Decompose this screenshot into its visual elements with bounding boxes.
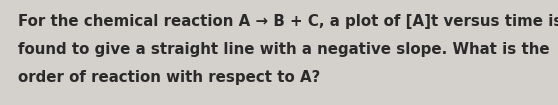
Text: order of reaction with respect to A?: order of reaction with respect to A? (18, 70, 320, 85)
Text: For the chemical reaction A → B + C, a plot of [A]t versus time is: For the chemical reaction A → B + C, a p… (18, 14, 558, 29)
Text: found to give a straight line with a negative slope. What is the: found to give a straight line with a neg… (18, 42, 550, 57)
